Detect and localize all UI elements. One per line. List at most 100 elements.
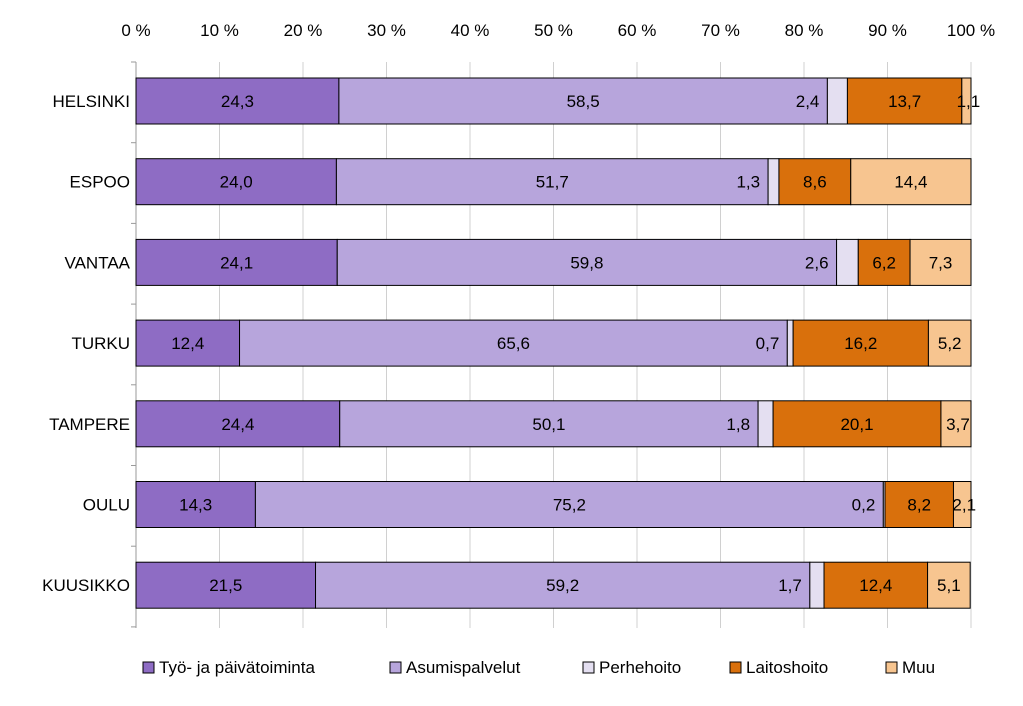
bar-segment-tampere-3: [772, 400, 942, 448]
data-label-tampere-0: 24,4: [221, 415, 254, 434]
bar-segment-helsinki-2: [826, 77, 848, 125]
x-tick-label: 50 %: [534, 21, 573, 40]
legend-swatch-3: [729, 661, 742, 674]
data-label-espoo-3: 8,6: [803, 173, 827, 192]
x-tick-label: 90 %: [868, 21, 907, 40]
data-label-vantaa-4: 7,3: [929, 253, 953, 272]
data-label-turku-0: 12,4: [171, 334, 204, 353]
bar-segment-espoo-4: [850, 158, 972, 206]
data-label-espoo-1: 51,7: [536, 173, 569, 192]
category-label-espoo: ESPOO: [70, 173, 130, 192]
bar-segment-tampere-0: [135, 400, 341, 448]
legend: Työ- ja päivätoiminta Asumispalvelut Perhe…: [142, 658, 935, 677]
data-label-tampere-1: 50,1: [532, 415, 565, 434]
data-label-oulu-0: 14,3: [179, 496, 212, 515]
bar-segment-turku-3: [792, 319, 929, 367]
bar-segment-kuusikko-4: [927, 561, 971, 609]
data-label-helsinki-2: 2,4: [796, 92, 820, 111]
x-tick-label: 10 %: [200, 21, 239, 40]
bar-segment-tampere-1: [339, 400, 759, 448]
bar-segment-helsinki-3: [846, 77, 963, 125]
legend-swatch-0: [142, 661, 155, 674]
bar-segment-espoo-2: [767, 158, 780, 206]
data-label-oulu-3: 8,2: [907, 496, 931, 515]
data-label-tampere-4: 3,7: [946, 415, 970, 434]
data-label-helsinki-4: 1,1: [957, 92, 981, 111]
bar-segment-oulu-4: [952, 481, 972, 528]
bar-segment-tampere-2: [757, 400, 774, 448]
legend-label-4: Muu: [902, 658, 935, 677]
data-label-kuusikko-3: 12,4: [859, 576, 892, 595]
x-tick-label: 60 %: [618, 21, 657, 40]
x-tick-label: 70 %: [701, 21, 740, 40]
data-label-kuusikko-4: 5,1: [937, 576, 961, 595]
bars: [135, 77, 972, 609]
x-tick-label: 30 %: [367, 21, 406, 40]
legend-swatch-4: [885, 661, 898, 674]
data-label-tampere-2: 1,8: [726, 415, 750, 434]
bar-segment-helsinki-0: [135, 77, 340, 125]
bar-segment-kuusikko-1: [315, 561, 811, 609]
x-axis-ticks: 0 % 10 % 20 % 30 % 40 % 50 % 60 % 70 % 80 % 90 % 1…: [121, 21, 995, 40]
x-tick-label: 0 %: [121, 21, 150, 40]
category-label-kuusikko: KUUSIKKO: [42, 576, 130, 595]
category-label-tampere: TAMPERE: [49, 415, 130, 434]
data-label-espoo-2: 1,3: [736, 173, 760, 192]
data-label-kuusikko-1: 59,2: [546, 576, 579, 595]
legend-label-2: Perhehoito: [599, 658, 681, 677]
bar-segment-espoo-1: [335, 158, 769, 206]
bar-segment-turku-2: [786, 319, 794, 367]
data-label-oulu-4: 2,1: [952, 496, 976, 515]
data-label-turku-2: 0,7: [756, 334, 780, 353]
bar-segment-vantaa-1: [336, 238, 838, 286]
data-label-helsinki-3: 13,7: [888, 92, 921, 111]
x-tick-label: 40 %: [451, 21, 490, 40]
bar-segment-espoo-3: [778, 158, 852, 206]
data-label-turku-3: 16,2: [844, 334, 877, 353]
category-labels: HELSINKI ESPOO VANTAA TURKU TAMPERE OULU KUUSI…: [42, 92, 131, 595]
data-label-vantaa-2: 2,6: [805, 253, 829, 272]
bar-segment-helsinki-1: [338, 77, 828, 125]
category-label-oulu: OULU: [83, 496, 130, 515]
data-labels: 24,3 58,5 2,4 13,7 1,1 24,0 51,7 1,3 8,6 14,4 24,1…: [171, 92, 980, 595]
bar-segment-vantaa-2: [836, 238, 859, 286]
bar-segment-oulu-0: [135, 481, 256, 528]
data-label-oulu-2: 0,2: [852, 496, 876, 515]
category-label-vantaa: VANTAA: [65, 253, 131, 272]
bar-segment-vantaa-3: [857, 238, 911, 286]
legend-label-1: Asumispalvelut: [406, 658, 521, 677]
data-label-kuusikko-0: 21,5: [209, 576, 242, 595]
data-label-turku-4: 5,2: [938, 334, 962, 353]
data-label-helsinki-0: 24,3: [221, 92, 254, 111]
bar-segment-turku-4: [927, 319, 972, 367]
data-label-helsinki-1: 58,5: [567, 92, 600, 111]
legend-label-3: Laitoshoito: [746, 658, 828, 677]
legend-label-0: Työ- ja päivätoiminta: [159, 658, 315, 677]
data-label-kuusikko-2: 1,7: [778, 576, 802, 595]
category-label-helsinki: HELSINKI: [53, 92, 130, 111]
bar-segment-kuusikko-3: [823, 561, 929, 609]
data-label-espoo-0: 24,0: [220, 173, 253, 192]
x-tick-label: 80 %: [785, 21, 824, 40]
data-label-tampere-3: 20,1: [840, 415, 873, 434]
bar-segment-turku-1: [239, 319, 788, 367]
data-label-vantaa-0: 24,1: [220, 253, 253, 272]
category-label-turku: TURKU: [71, 334, 130, 353]
bar-segment-kuusikko-2: [809, 561, 825, 609]
bar-segment-helsinki-4: [961, 77, 972, 125]
x-tick-label: 20 %: [284, 21, 323, 40]
data-label-vantaa-3: 6,2: [872, 253, 896, 272]
bar-segment-espoo-0: [135, 158, 337, 206]
data-label-espoo-4: 14,4: [894, 173, 927, 192]
x-tick-label: 100 %: [947, 21, 995, 40]
bar-segment-tampere-4: [940, 400, 972, 448]
bar-segment-oulu-1: [254, 481, 884, 528]
legend-swatch-1: [389, 661, 402, 674]
data-label-turku-1: 65,6: [497, 334, 530, 353]
bar-segment-oulu-3: [884, 481, 954, 528]
legend-swatch-2: [582, 661, 595, 674]
bar-segment-kuusikko-0: [135, 561, 317, 609]
data-label-oulu-1: 75,2: [553, 496, 586, 515]
data-label-vantaa-1: 59,8: [570, 253, 603, 272]
